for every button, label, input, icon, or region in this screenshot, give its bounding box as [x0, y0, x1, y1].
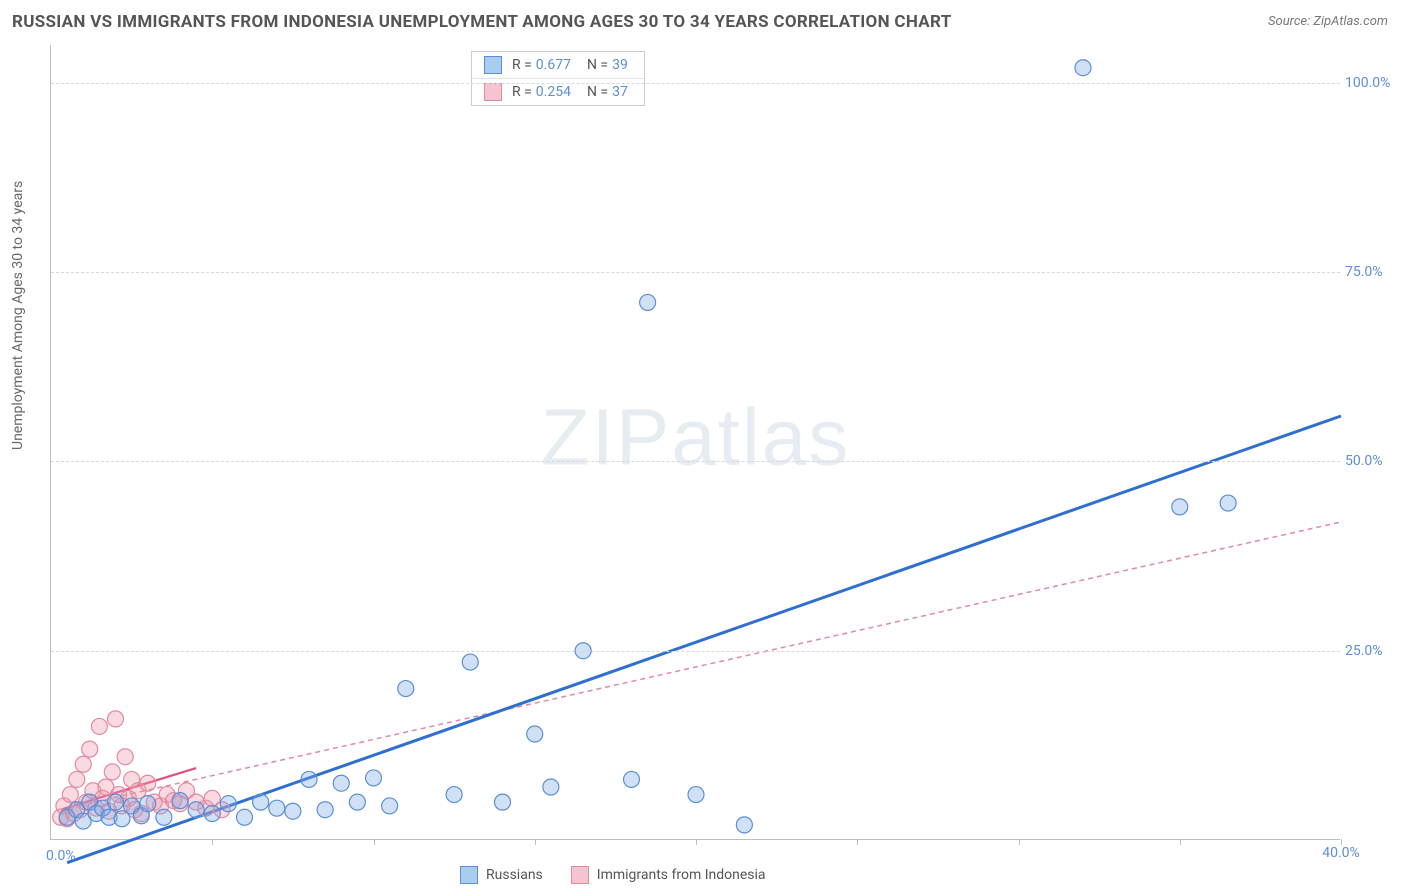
data-point — [1220, 495, 1236, 511]
data-point — [543, 779, 559, 795]
gridline-h — [51, 651, 1340, 652]
stats-swatch-russians — [484, 56, 502, 74]
gridline-h — [51, 461, 1340, 462]
data-point — [172, 793, 188, 809]
data-point — [640, 294, 656, 310]
data-point — [188, 802, 204, 818]
y-tick-label: 25.0% — [1345, 643, 1400, 659]
y-axis-label: Unemployment Among Ages 30 to 34 years — [10, 181, 26, 450]
x-tick — [696, 839, 697, 845]
legend-bottom: Russians Immigrants from Indonesia — [460, 866, 766, 884]
legend-swatch-russians — [460, 866, 478, 884]
data-point — [108, 711, 124, 727]
data-point — [333, 775, 349, 791]
source-attribution: Source: ZipAtlas.com — [1268, 14, 1388, 29]
data-point — [462, 654, 478, 670]
x-tick — [212, 839, 213, 845]
data-point — [688, 787, 704, 803]
data-point — [108, 794, 124, 810]
data-point — [75, 756, 91, 772]
data-point — [446, 787, 462, 803]
stats-row-russians: R = 0.677 N = 39 — [472, 52, 644, 78]
data-point — [82, 741, 98, 757]
correlation-stats-box: R = 0.677 N = 39 R = 0.254 N = 37 — [471, 51, 645, 106]
gridline-h — [51, 83, 1340, 84]
y-tick-label: 50.0% — [1345, 453, 1400, 469]
r-value-russians: 0.677 — [536, 57, 571, 73]
data-point — [398, 681, 414, 697]
legend-label-indonesia: Immigrants from Indonesia — [597, 867, 766, 883]
x-tick — [374, 839, 375, 845]
scatter-plot-area: ZIPatlas R = 0.677 N = 39 R = 0.254 N = … — [50, 45, 1340, 840]
data-point — [301, 771, 317, 787]
data-point — [62, 787, 78, 803]
data-point — [140, 775, 156, 791]
data-point — [366, 770, 382, 786]
data-point — [382, 798, 398, 814]
x-tick — [1180, 839, 1181, 845]
legend-item-russians: Russians — [460, 866, 543, 884]
y-tick-label: 75.0% — [1345, 264, 1400, 280]
data-point — [624, 771, 640, 787]
data-point — [237, 809, 253, 825]
r-value-indonesia: 0.254 — [536, 84, 571, 100]
n-value-russians: 39 — [612, 57, 628, 73]
data-point — [253, 794, 269, 810]
data-point — [140, 796, 156, 812]
stats-swatch-indonesia — [484, 83, 502, 101]
data-point — [91, 718, 107, 734]
x-tick — [857, 839, 858, 845]
scatter-svg — [51, 45, 1341, 840]
x-tick-label: 40.0% — [1322, 845, 1360, 861]
data-point — [204, 806, 220, 822]
data-point — [736, 817, 752, 833]
data-point — [269, 800, 285, 816]
n-value-indonesia: 37 — [612, 84, 628, 100]
data-point — [285, 803, 301, 819]
data-point — [156, 809, 172, 825]
data-point — [1172, 499, 1188, 515]
data-point — [69, 771, 85, 787]
y-tick-label: 100.0% — [1345, 75, 1400, 91]
gridline-h — [51, 272, 1340, 273]
data-point — [220, 796, 236, 812]
x-origin-label: 0.0% — [46, 848, 76, 864]
legend-item-indonesia: Immigrants from Indonesia — [571, 866, 766, 884]
legend-swatch-indonesia — [571, 866, 589, 884]
chart-title: RUSSIAN VS IMMIGRANTS FROM INDONESIA UNE… — [12, 12, 952, 32]
x-tick — [1019, 839, 1020, 845]
data-point — [349, 794, 365, 810]
data-point — [1075, 60, 1091, 76]
data-point — [117, 749, 133, 765]
legend-label-russians: Russians — [486, 867, 543, 883]
x-tick — [535, 839, 536, 845]
data-point — [104, 764, 120, 780]
data-point — [317, 802, 333, 818]
data-point — [495, 794, 511, 810]
data-point — [527, 726, 543, 742]
